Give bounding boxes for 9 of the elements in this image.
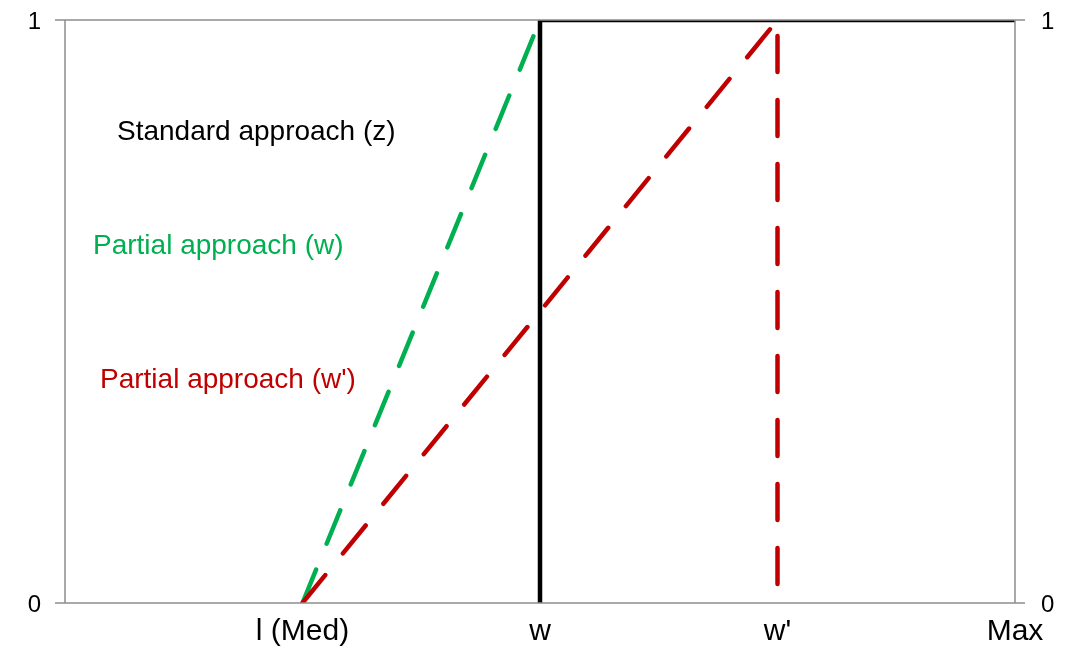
y2-tick-label: 1: [1041, 6, 1055, 34]
text: Partial approach (w): [93, 228, 344, 262]
text: Partial approach (w'): [100, 362, 356, 396]
x-tick-label: Max: [986, 613, 1044, 647]
y2-tick-label: 0: [1041, 589, 1055, 617]
x-tick-label: w: [528, 613, 552, 647]
x-tick-label: l (Med): [255, 613, 350, 647]
text: Standard approach (z): [117, 114, 396, 148]
x-tick-label: w': [762, 613, 792, 647]
